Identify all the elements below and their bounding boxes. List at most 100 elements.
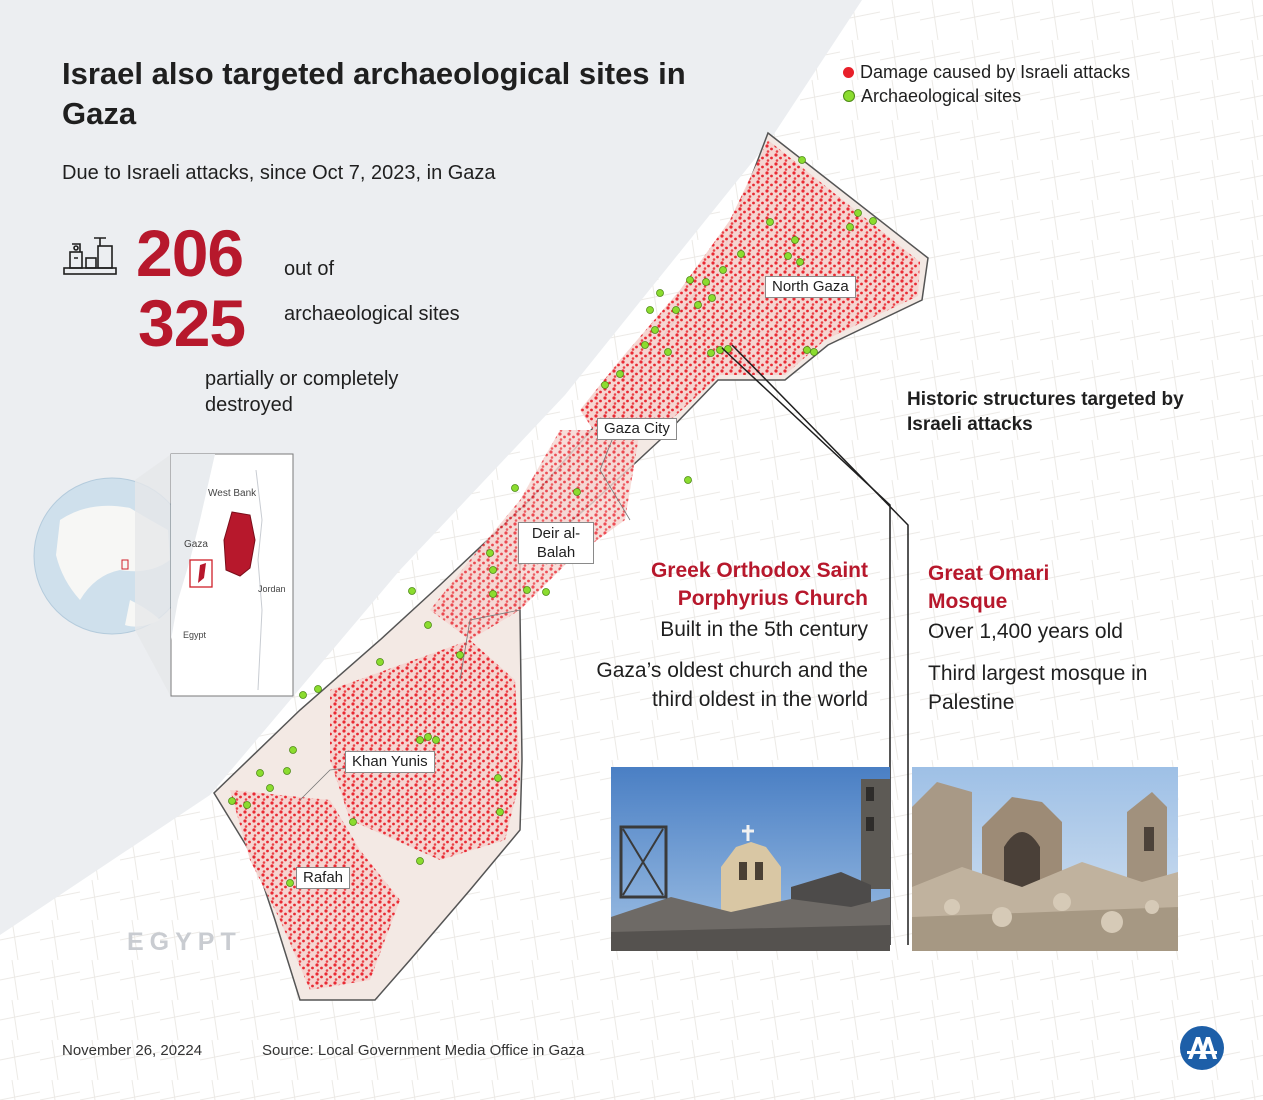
footer-date: November 26, 20224 [62, 1042, 203, 1059]
site-dot [349, 818, 357, 826]
legend-item-sites: Archaeological sites [843, 84, 1130, 108]
site-dot [651, 326, 659, 334]
site-dot [686, 276, 694, 284]
damage-north [580, 140, 920, 440]
damage-rafah [230, 790, 400, 990]
site-dot [796, 258, 804, 266]
legend-item-damage: Damage caused by Israeli attacks [843, 60, 1130, 84]
label-rafah: Rafah [296, 867, 351, 889]
site-dot [299, 691, 307, 699]
site-dot [256, 769, 264, 777]
sea-area [0, 0, 862, 935]
site-dot [416, 736, 424, 744]
out-of-label: out of [284, 258, 335, 280]
site-dot [646, 306, 654, 314]
site-dot [283, 767, 291, 775]
site-dot [784, 252, 792, 260]
legend-label: Damage caused by Israeli attacks [860, 62, 1131, 82]
site-dot [511, 484, 519, 492]
site-dot [486, 549, 494, 557]
label-gaza-city: Gaza City [597, 418, 677, 440]
site-dot [641, 341, 649, 349]
site-dot [228, 797, 236, 805]
site-dot [489, 566, 497, 574]
site-dot [719, 266, 727, 274]
destroyed-label: partially or completely destroyed [205, 368, 399, 416]
church-photo [611, 767, 890, 951]
site-dot [694, 301, 702, 309]
site-dot [408, 587, 416, 595]
site-dot [791, 236, 799, 244]
footer-source: Source: Local Government Media Office in… [262, 1042, 585, 1059]
label-deir-al-balah: Deir al-Balah [518, 522, 594, 564]
archaeological-ruins-icon [63, 237, 117, 275]
mosque-note: Third largest mosque in Palestine [928, 662, 1148, 714]
site-dot [601, 381, 609, 389]
site-dot [803, 346, 811, 354]
inset-label-gaza: Gaza [184, 539, 208, 550]
total-sites-number: 325 [138, 286, 246, 360]
site-dot [656, 289, 664, 297]
site-dot [542, 588, 550, 596]
inset-label-jordan: Jordan [258, 584, 286, 594]
site-dot [707, 349, 715, 357]
intro-text: Due to Israeli attacks, since Oct 7, 202… [62, 162, 496, 184]
site-dot [424, 733, 432, 741]
site-dot [432, 736, 440, 744]
site-dot [523, 586, 531, 594]
site-dot [766, 218, 774, 226]
church-built: Built in the 5th century [660, 618, 868, 641]
site-dot [724, 345, 732, 353]
label-egypt: EGYPT [127, 928, 242, 956]
inset-map [170, 453, 294, 697]
site-dot [424, 621, 432, 629]
mosque-name: Great Omari Mosque [928, 562, 1050, 613]
church-note: Gaza’s oldest church and the third oldes… [596, 659, 868, 711]
leader-line-church [721, 347, 891, 945]
sites-label: archaeological sites [284, 303, 460, 325]
site-dot [616, 370, 624, 378]
site-dot [810, 348, 818, 356]
site-dot [494, 774, 502, 782]
inset-label-egypt: Egypt [183, 630, 207, 640]
site-dot [684, 476, 692, 484]
site-dot [456, 651, 464, 659]
leader-line-mosque [731, 344, 909, 945]
aa-logo [1180, 1026, 1224, 1070]
gaza-shape [198, 563, 206, 583]
affected-sites-number: 206 [136, 216, 244, 290]
site-dot [416, 857, 424, 865]
church-name: Greek Orthodox Saint Porphyrius Church [650, 559, 868, 610]
green-dot-icon [843, 90, 855, 102]
site-dot [286, 879, 294, 887]
site-dot [708, 294, 716, 302]
site-dot [869, 217, 877, 225]
historic-heading: Historic structures targeted by Israeli … [907, 389, 1184, 435]
site-dot [854, 209, 862, 217]
site-dot [376, 658, 384, 666]
site-dots [228, 156, 877, 887]
site-dot [489, 590, 497, 598]
page-title: Israel also targeted archaeological site… [62, 56, 686, 131]
globe [33, 455, 191, 695]
legend-label: Archaeological sites [861, 86, 1022, 106]
site-dot [737, 250, 745, 258]
mosque-photo [912, 767, 1178, 951]
inset-label-west-bank: West Bank [208, 488, 257, 499]
red-dot-icon [843, 66, 854, 78]
label-north-gaza: North Gaza [765, 276, 856, 298]
site-dot [798, 156, 806, 164]
site-dot [664, 348, 672, 356]
site-dot [672, 306, 680, 314]
label-khan-yunis: Khan Yunis [345, 751, 435, 773]
site-dot [846, 223, 854, 231]
site-dot [314, 685, 322, 693]
site-dot [243, 801, 251, 809]
damage-khanyunis [330, 640, 520, 860]
map-legend: Damage caused by Israeli attacks Archaeo… [843, 60, 1130, 108]
site-dot [702, 278, 710, 286]
site-dot [496, 808, 504, 816]
site-dot [289, 746, 297, 754]
